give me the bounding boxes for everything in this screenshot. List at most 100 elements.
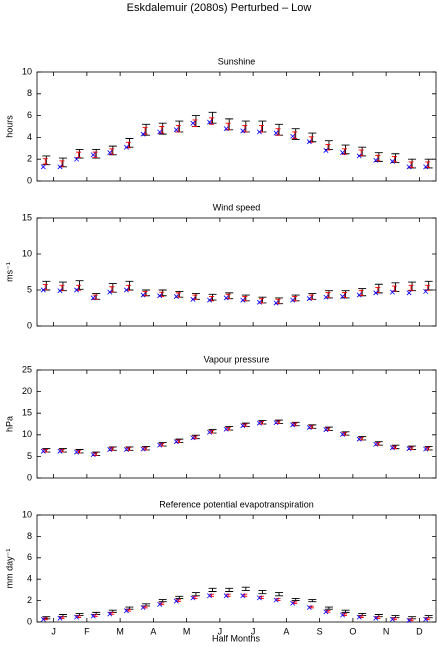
- cross-marker: [107, 289, 113, 295]
- y-tick-label: 10: [22, 66, 32, 76]
- error-bar: [75, 612, 84, 617]
- plot-frame: [36, 217, 437, 327]
- cross-marker: [173, 598, 179, 604]
- error-bar: [308, 599, 317, 603]
- cross-marker: [90, 613, 96, 619]
- plot-frame: [36, 369, 437, 479]
- cross-marker: [373, 157, 379, 163]
- error-bar: [358, 146, 367, 157]
- error-bar: [324, 140, 333, 150]
- error-bar: [292, 131, 298, 139]
- cross-marker: [373, 290, 379, 296]
- cross-marker: [356, 292, 362, 298]
- error-bar: [42, 280, 51, 291]
- error-bar: [424, 615, 433, 619]
- error-bar: [308, 132, 317, 143]
- y-tick-label: 10: [22, 509, 32, 519]
- cross-marker: [323, 609, 329, 615]
- error-bar: [374, 283, 383, 294]
- cross-marker: [406, 446, 412, 452]
- error-bar: [341, 609, 350, 613]
- error-bar: [158, 122, 167, 135]
- cross-marker: [140, 131, 146, 137]
- cross-marker: [306, 296, 312, 302]
- error-bar: [291, 128, 300, 141]
- cross-marker: [406, 164, 412, 170]
- cross-marker: [323, 427, 329, 433]
- error-bar: [241, 586, 250, 591]
- cross-marker: [389, 616, 395, 622]
- error-bar: [391, 615, 400, 619]
- y-tick-label: 10: [22, 429, 32, 439]
- cross-marker: [389, 289, 395, 295]
- cross-marker: [223, 126, 229, 132]
- error-bar: [191, 293, 200, 300]
- cross-marker: [373, 615, 379, 621]
- cross-marker: [123, 447, 129, 452]
- cross-marker: [107, 611, 113, 617]
- cross-marker: [173, 439, 179, 445]
- cross-marker: [323, 147, 329, 153]
- error-bar: [58, 157, 67, 168]
- error-bar: [275, 592, 284, 597]
- cross-marker: [273, 130, 279, 136]
- cross-marker: [40, 164, 46, 170]
- cross-marker: [340, 293, 346, 299]
- cross-marker: [207, 593, 213, 599]
- y-axis-label: hPa: [4, 416, 14, 432]
- cross-marker: [290, 297, 296, 303]
- cross-marker: [256, 299, 262, 305]
- error-bar: [175, 124, 181, 133]
- error-bar: [142, 603, 151, 607]
- error-bar: [375, 287, 381, 293]
- error-bar: [191, 115, 200, 127]
- y-tick-label: 2: [27, 154, 32, 164]
- error-bar: [108, 609, 117, 613]
- y-tick-label: 0: [27, 616, 32, 626]
- y-tick-label: 0: [27, 175, 32, 185]
- error-bar: [374, 614, 383, 618]
- cross-marker: [190, 296, 196, 302]
- cross-marker: [273, 300, 279, 306]
- cross-marker: [57, 615, 63, 621]
- error-bar: [125, 138, 134, 148]
- cross-marker: [207, 429, 213, 435]
- plot-frame: [36, 514, 437, 623]
- cross-marker: [256, 595, 262, 601]
- error-bar: [158, 599, 167, 603]
- error-bar: [75, 148, 84, 159]
- error-bar: [208, 293, 217, 301]
- cross-marker: [273, 597, 279, 603]
- error-bar: [291, 598, 300, 602]
- x-tick-label: A: [283, 626, 289, 636]
- cross-marker: [356, 614, 362, 620]
- error-bar: [258, 124, 264, 133]
- error-bar: [208, 587, 217, 592]
- error-bar: [158, 289, 167, 297]
- cross-marker: [90, 452, 96, 458]
- error-bar: [142, 123, 151, 136]
- panel-title: Reference potential evapotranspiration: [159, 499, 314, 509]
- x-axis-label: Half Months: [212, 633, 261, 643]
- y-axis-label: ms⁻¹: [4, 262, 14, 282]
- error-bar: [59, 284, 65, 291]
- cross-marker: [190, 120, 196, 126]
- error-bar: [424, 158, 433, 169]
- error-bar: [76, 151, 82, 159]
- cross-marker: [140, 605, 146, 611]
- cross-marker: [240, 593, 246, 599]
- panel-title: Wind speed: [213, 202, 261, 212]
- error-bar: [58, 281, 67, 292]
- cross-marker: [240, 423, 246, 429]
- error-bar: [324, 606, 333, 610]
- error-bar: [341, 144, 350, 155]
- error-bar: [108, 145, 117, 156]
- cross-marker: [190, 595, 196, 601]
- y-tick-label: 5: [27, 451, 32, 461]
- cross-marker: [223, 426, 229, 432]
- cross-marker: [373, 441, 379, 447]
- cross-marker: [57, 164, 63, 170]
- y-tick-label: 8: [27, 531, 32, 541]
- y-tick-label: 8: [27, 88, 32, 98]
- error-bar: [125, 606, 134, 610]
